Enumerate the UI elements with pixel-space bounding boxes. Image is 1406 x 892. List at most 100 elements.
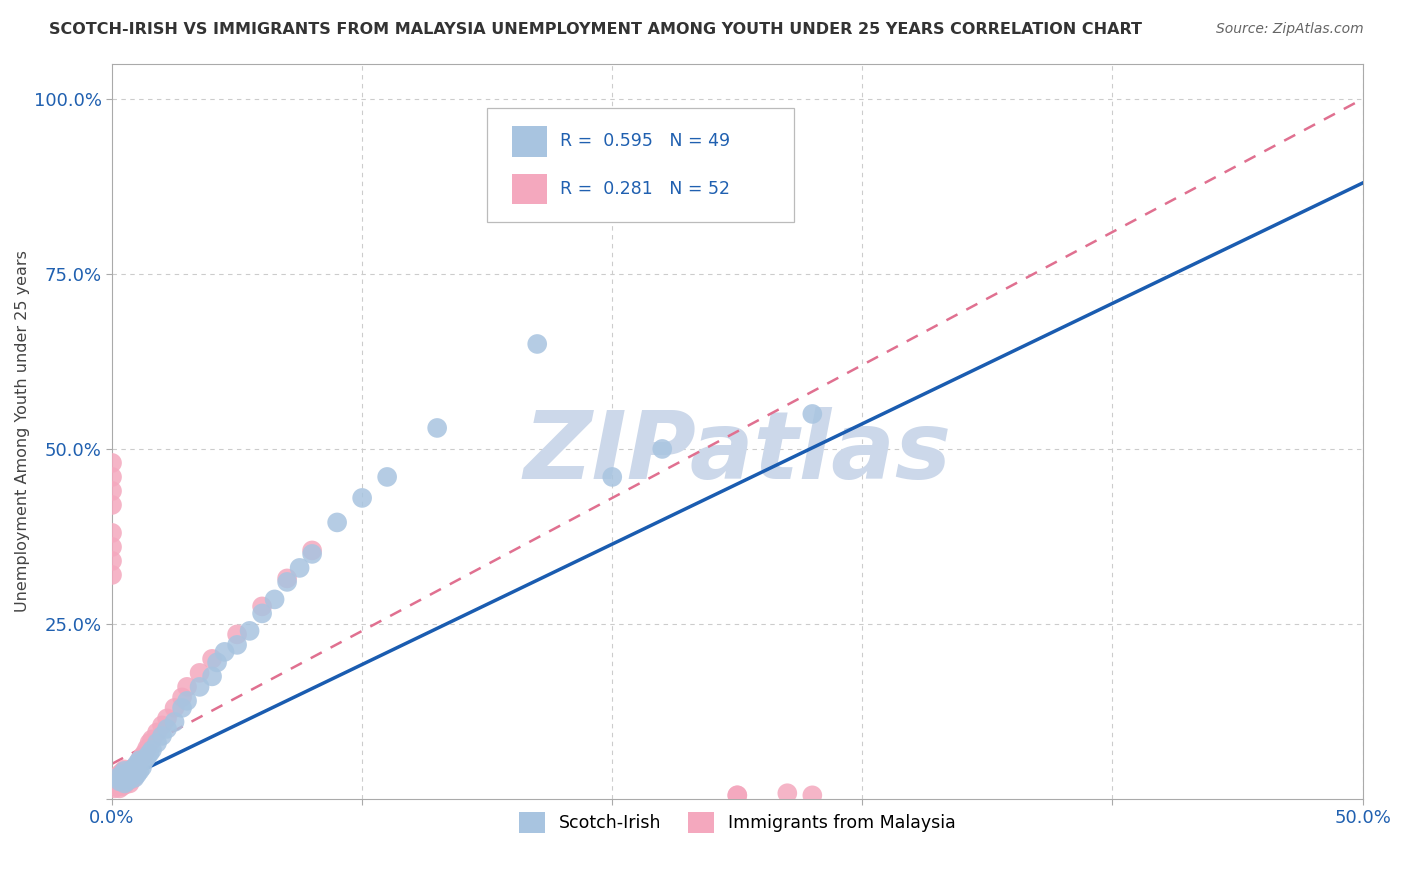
Point: [725, 789, 748, 803]
Point: [124, 769, 146, 783]
Point: [263, 592, 285, 607]
Point: [801, 789, 824, 803]
Point: [375, 470, 398, 484]
Point: [201, 652, 224, 666]
Point: [124, 760, 146, 774]
Point: [301, 547, 323, 561]
Point: [141, 732, 163, 747]
Point: [205, 656, 228, 670]
Point: [725, 789, 748, 803]
Point: [301, 543, 323, 558]
Point: [134, 747, 156, 761]
Text: R =  0.281   N = 52: R = 0.281 N = 52: [560, 180, 730, 198]
Point: [125, 756, 148, 771]
Point: [326, 516, 349, 530]
Point: [276, 574, 298, 589]
Point: [226, 638, 249, 652]
Point: [426, 421, 449, 435]
Point: [101, 498, 124, 512]
Text: R =  0.595   N = 49: R = 0.595 N = 49: [560, 132, 730, 150]
Point: [801, 407, 824, 421]
Point: [114, 776, 136, 790]
Point: [600, 470, 623, 484]
Text: Source: ZipAtlas.com: Source: ZipAtlas.com: [1216, 22, 1364, 37]
Point: [170, 690, 193, 705]
Point: [125, 758, 148, 772]
Point: [125, 767, 148, 781]
Point: [114, 771, 136, 785]
Point: [105, 779, 128, 793]
Point: [239, 624, 262, 638]
Point: [201, 669, 224, 683]
Point: [170, 701, 193, 715]
FancyBboxPatch shape: [512, 174, 547, 204]
Point: [108, 767, 131, 781]
Point: [111, 765, 134, 780]
Point: [121, 764, 143, 778]
Point: [226, 627, 249, 641]
Point: [111, 772, 134, 787]
Point: [115, 765, 138, 780]
Point: [121, 772, 143, 787]
Point: [118, 767, 141, 781]
Text: SCOTCH-IRISH VS IMMIGRANTS FROM MALAYSIA UNEMPLOYMENT AMONG YOUTH UNDER 25 YEARS: SCOTCH-IRISH VS IMMIGRANTS FROM MALAYSIA…: [49, 22, 1142, 37]
Point: [101, 483, 124, 498]
Point: [101, 525, 124, 540]
Point: [134, 753, 156, 767]
Point: [651, 442, 673, 456]
Point: [138, 736, 160, 750]
Point: [111, 779, 134, 793]
Point: [131, 749, 153, 764]
Point: [108, 774, 131, 789]
Point: [105, 776, 128, 790]
Point: [101, 568, 124, 582]
Point: [250, 607, 273, 621]
Point: [118, 765, 141, 780]
Point: [776, 786, 799, 800]
Point: [352, 491, 374, 505]
Text: ZIPatlas: ZIPatlas: [523, 408, 952, 500]
Point: [101, 540, 124, 554]
Point: [141, 743, 163, 757]
Point: [131, 760, 153, 774]
Point: [111, 767, 134, 781]
Point: [156, 722, 179, 736]
Point: [121, 763, 143, 777]
Point: [114, 763, 136, 777]
Point: [124, 771, 146, 785]
FancyBboxPatch shape: [512, 126, 547, 157]
Point: [108, 781, 131, 796]
Point: [163, 701, 186, 715]
Point: [176, 694, 198, 708]
Point: [118, 776, 141, 790]
Point: [138, 747, 160, 761]
Point: [176, 680, 198, 694]
Point: [136, 749, 159, 764]
Point: [114, 764, 136, 778]
Point: [146, 725, 169, 739]
Point: [150, 729, 173, 743]
Point: [115, 774, 138, 789]
Point: [124, 760, 146, 774]
Point: [118, 772, 141, 787]
Point: [105, 771, 128, 785]
Point: [150, 718, 173, 732]
Point: [101, 456, 124, 470]
Point: [125, 765, 148, 780]
Point: [156, 711, 179, 725]
Point: [146, 736, 169, 750]
Point: [111, 772, 134, 787]
Point: [128, 753, 150, 767]
Point: [214, 645, 236, 659]
Point: [128, 753, 150, 767]
Point: [188, 680, 211, 694]
Point: [276, 571, 298, 585]
Point: [163, 714, 186, 729]
Point: [114, 778, 136, 792]
Point: [136, 741, 159, 756]
Point: [121, 769, 143, 783]
Point: [188, 665, 211, 680]
Legend: Scotch-Irish, Immigrants from Malaysia: Scotch-Irish, Immigrants from Malaysia: [512, 805, 962, 840]
Y-axis label: Unemployment Among Youth under 25 years: Unemployment Among Youth under 25 years: [15, 251, 30, 613]
Point: [108, 774, 131, 789]
